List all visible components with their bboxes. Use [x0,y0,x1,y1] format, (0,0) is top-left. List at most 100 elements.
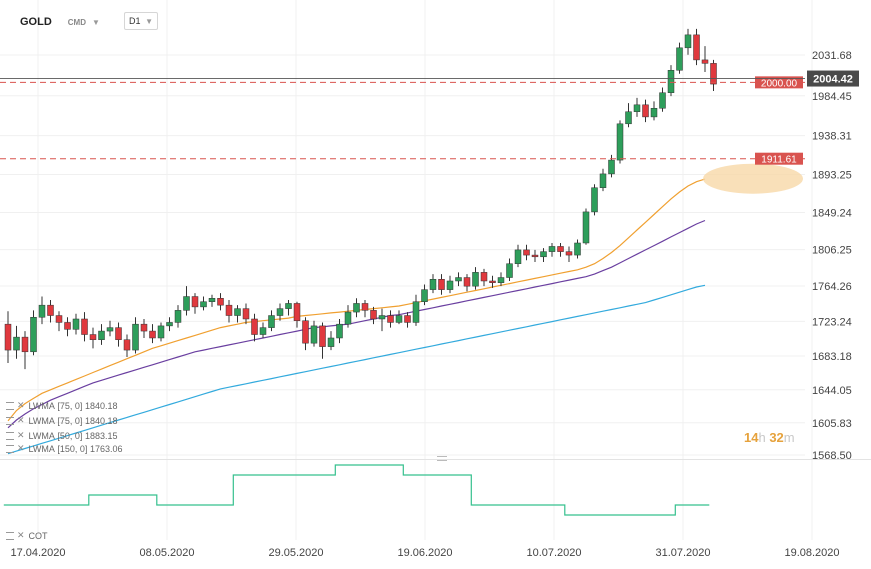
candle-body [531,254,539,258]
market-label: CMD [67,17,86,27]
indicator-value: 1840.18 [84,415,118,426]
candle [514,244,522,268]
indicator-name: LWMA [28,415,55,426]
candle-body [540,251,547,258]
candle-body [565,251,573,256]
close-icon[interactable]: ✕ [17,415,25,425]
highlight-ellipse [703,163,803,194]
candle [531,249,539,262]
close-icon[interactable]: ✕ [17,443,25,453]
candle [599,168,607,192]
candle [684,28,692,55]
chevron-down-icon[interactable]: ▼ [92,17,100,27]
drag-handle-icon[interactable] [6,401,14,410]
candle [344,305,352,328]
candle-body [514,249,522,264]
candle [701,46,709,72]
candle [387,310,394,328]
candle-body [293,303,301,321]
indicator-value: 1883.15 [84,430,118,441]
timeframe-select[interactable]: D1 ▼ [124,12,158,30]
candle-body [387,315,394,323]
level-tag [755,152,803,165]
current-price-label: 2004.42 [813,74,853,86]
indicator-name: LWMA [28,443,55,454]
candle [234,305,241,323]
candle-body [115,327,122,340]
candle [4,311,12,364]
candle [30,310,37,356]
indicator-legend-1[interactable]: ✕ LWMA [75, 0] 1840.18 [6,400,118,411]
candle [89,327,97,349]
timer-minutes: 32 [769,430,784,445]
candle-body [633,104,641,112]
candle [574,239,581,259]
candle [472,267,479,290]
symbol-name[interactable]: GOLD [20,16,52,28]
cot-legend[interactable]: ✕ COT [6,530,48,541]
indicator-legend-2[interactable]: ✕ LWMA [75, 0] 1840.18 [6,415,118,426]
candle [251,313,258,342]
candle [625,103,632,128]
indicator-legend-4[interactable]: ✕ LWMA [150, 0] 1763.06 [6,443,123,454]
candle-body [200,301,207,308]
close-icon[interactable]: ✕ [17,400,25,410]
candle-body [64,322,71,330]
close-icon[interactable]: ✕ [17,430,25,440]
candle-body [327,337,335,347]
candle-body [395,315,403,323]
y-tick-label: 1893.25 [812,170,852,182]
candle [548,242,556,257]
candle-body [55,315,63,323]
candle-body [412,301,420,323]
symbol-selector[interactable]: GOLD CMD ▼ [20,13,100,31]
candle-body [106,327,114,332]
candle-body [506,263,513,278]
candle-body [319,325,326,347]
y-tick-label: 2031.68 [812,50,852,62]
candle [166,317,173,332]
candle-body [480,272,488,282]
candle-body [276,308,284,316]
candle [463,274,471,292]
candle-body [557,246,564,252]
candle [710,59,717,91]
drag-handle-icon[interactable] [6,416,14,425]
candle [489,275,496,288]
candle-body [701,59,709,64]
candle-body [157,325,165,339]
pane-divider[interactable] [0,459,871,460]
drag-handle-icon[interactable] [6,431,14,440]
candle-body [242,308,250,320]
indicator-value: 1840.18 [84,400,118,411]
drag-handle-icon[interactable] [6,444,14,453]
lwma-75-line [7,219,706,429]
candle-body [684,34,692,49]
candle [157,322,165,342]
candle-body [123,339,131,351]
candle-body [149,330,156,339]
candle [149,324,156,344]
candle [421,284,428,306]
candle-body [659,92,666,109]
candle-body [353,303,360,313]
indicator-params: [75, 0] [57,400,83,411]
x-tick-label: 29.05.2020 [268,547,323,559]
candle-body [608,159,615,175]
y-tick-label: 1938.31 [812,131,852,143]
x-tick-label: 10.07.2020 [526,547,581,559]
indicator-params: [75, 0] [57,415,83,426]
pane-resize-handle[interactable] [437,456,447,461]
candle-body [13,336,20,351]
candle [242,303,250,325]
drag-handle-icon[interactable] [6,531,14,540]
candle-body [47,304,54,316]
candle-body [489,280,496,283]
candle-body [166,322,173,327]
candle [565,246,573,262]
close-icon[interactable]: ✕ [17,530,25,540]
candle [582,208,590,245]
indicator-legend-3[interactable]: ✕ LWMA [50, 0] 1883.15 [6,430,118,441]
candle [310,320,318,347]
